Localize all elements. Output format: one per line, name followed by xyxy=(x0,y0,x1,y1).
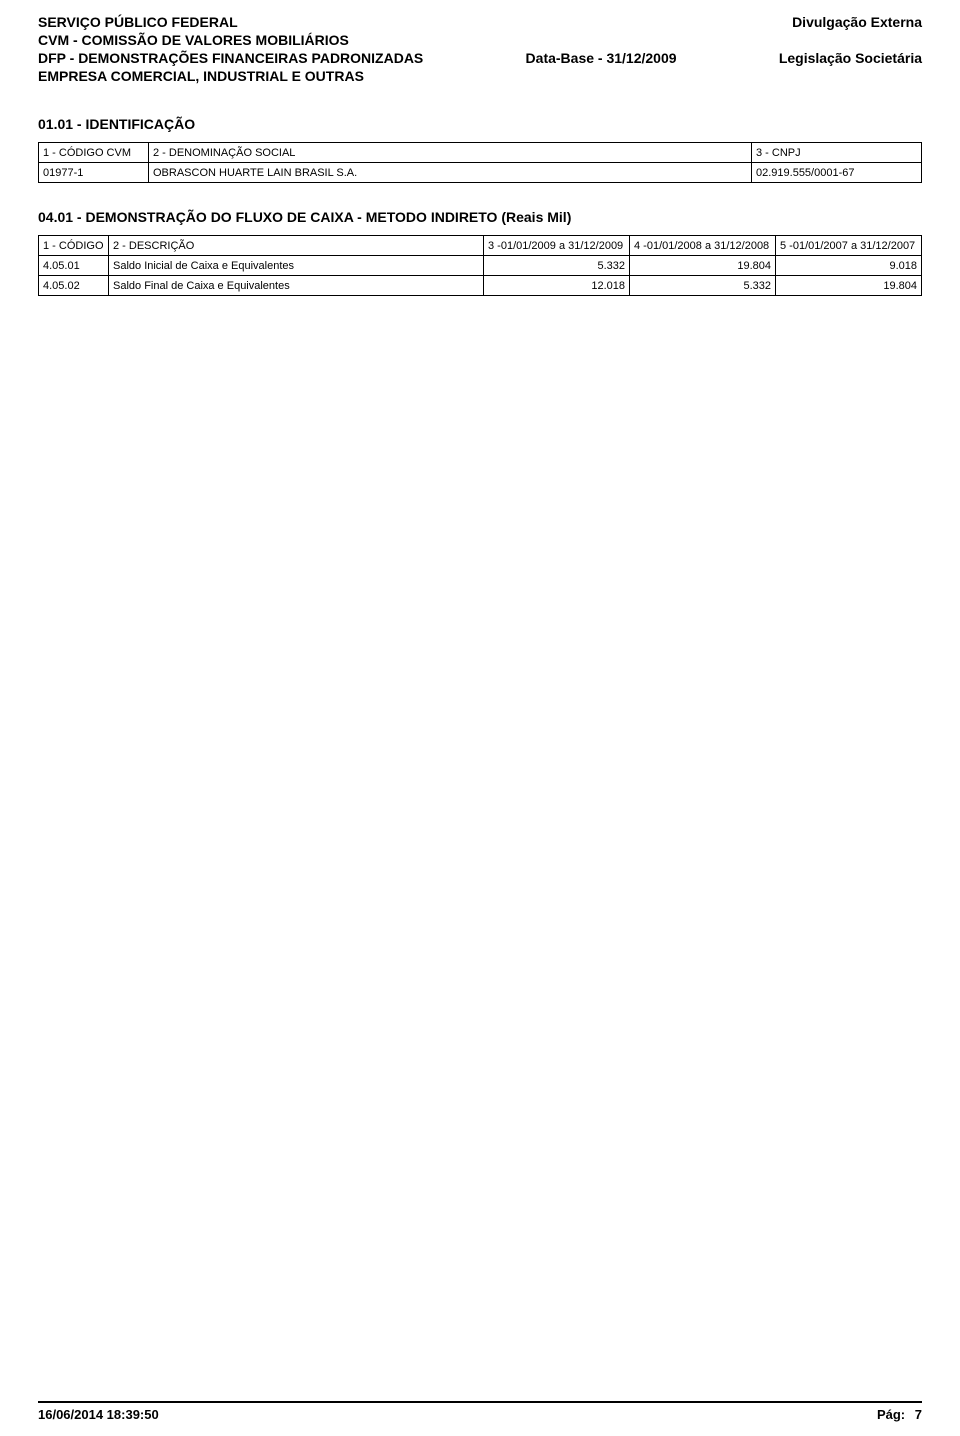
cell-codigo: 4.05.01 xyxy=(39,256,109,276)
section-title: 04.01 - DEMONSTRAÇÃO DO FLUXO DE CAIXA -… xyxy=(38,209,922,225)
col-header-period-4: 4 -01/01/2008 a 31/12/2008 xyxy=(630,236,776,256)
header-line-4: EMPRESA COMERCIAL, INDUSTRIAL E OUTRAS xyxy=(38,68,922,84)
id-col-label-cnpj: 3 - CNPJ xyxy=(752,143,922,163)
col-header-descricao: 2 - DESCRIÇÃO xyxy=(109,236,484,256)
id-col-label-codigo: 1 - CÓDIGO CVM xyxy=(39,143,149,163)
cell-period-3: 5.332 xyxy=(484,256,630,276)
cell-period-5: 9.018 xyxy=(776,256,922,276)
table-row: 4.05.02 Saldo Final de Caixa e Equivalen… xyxy=(39,276,922,296)
header-right-1: Divulgação Externa xyxy=(792,14,922,30)
footer-page-label: Pág: xyxy=(877,1407,905,1422)
table-row: 1 - CÓDIGO 2 - DESCRIÇÃO 3 -01/01/2009 a… xyxy=(39,236,922,256)
col-header-period-5: 5 -01/01/2007 a 31/12/2007 xyxy=(776,236,922,256)
cashflow-table: 1 - CÓDIGO 2 - DESCRIÇÃO 3 -01/01/2009 a… xyxy=(38,235,922,296)
footer-page-number: 7 xyxy=(915,1407,922,1422)
identification-title: 01.01 - IDENTIFICAÇÃO xyxy=(38,116,922,132)
id-value-denominacao: OBRASCON HUARTE LAIN BRASIL S.A. xyxy=(149,163,752,183)
cell-period-3: 12.018 xyxy=(484,276,630,296)
cell-period-4: 19.804 xyxy=(630,256,776,276)
id-col-label-denominacao: 2 - DENOMINAÇÃO SOCIAL xyxy=(149,143,752,163)
table-row: 1 - CÓDIGO CVM 2 - DENOMINAÇÃO SOCIAL 3 … xyxy=(39,143,922,163)
footer-page: Pág: 7 xyxy=(871,1407,922,1422)
cell-codigo: 4.05.02 xyxy=(39,276,109,296)
table-row: 4.05.01 Saldo Inicial de Caixa e Equival… xyxy=(39,256,922,276)
identification-table: 1 - CÓDIGO CVM 2 - DENOMINAÇÃO SOCIAL 3 … xyxy=(38,142,922,183)
document-header: SERVIÇO PÚBLICO FEDERAL Divulgação Exter… xyxy=(38,14,922,84)
page-footer: 16/06/2014 18:39:50 Pág: 7 xyxy=(38,1401,922,1422)
footer-rule xyxy=(38,1401,922,1403)
cell-period-5: 19.804 xyxy=(776,276,922,296)
header-left-1: SERVIÇO PÚBLICO FEDERAL xyxy=(38,14,238,30)
col-header-period-3: 3 -01/01/2009 a 31/12/2009 xyxy=(484,236,630,256)
table-row: 01977-1 OBRASCON HUARTE LAIN BRASIL S.A.… xyxy=(39,163,922,183)
col-header-codigo: 1 - CÓDIGO xyxy=(39,236,109,256)
footer-timestamp: 16/06/2014 18:39:50 xyxy=(38,1407,159,1422)
cell-period-4: 5.332 xyxy=(630,276,776,296)
header-line-2: CVM - COMISSÃO DE VALORES MOBILIÁRIOS xyxy=(38,32,922,48)
id-value-cnpj: 02.919.555/0001-67 xyxy=(752,163,922,183)
page: SERVIÇO PÚBLICO FEDERAL Divulgação Exter… xyxy=(0,0,960,1436)
cell-descricao: Saldo Inicial de Caixa e Equivalentes xyxy=(109,256,484,276)
header-left-3: DFP - DEMONSTRAÇÕES FINANCEIRAS PADRONIZ… xyxy=(38,50,423,66)
header-right-3: Legislação Societária xyxy=(779,50,922,66)
id-value-codigo: 01977-1 xyxy=(39,163,149,183)
cell-descricao: Saldo Final de Caixa e Equivalentes xyxy=(109,276,484,296)
header-mid-3: Data-Base - 31/12/2009 xyxy=(526,50,677,66)
